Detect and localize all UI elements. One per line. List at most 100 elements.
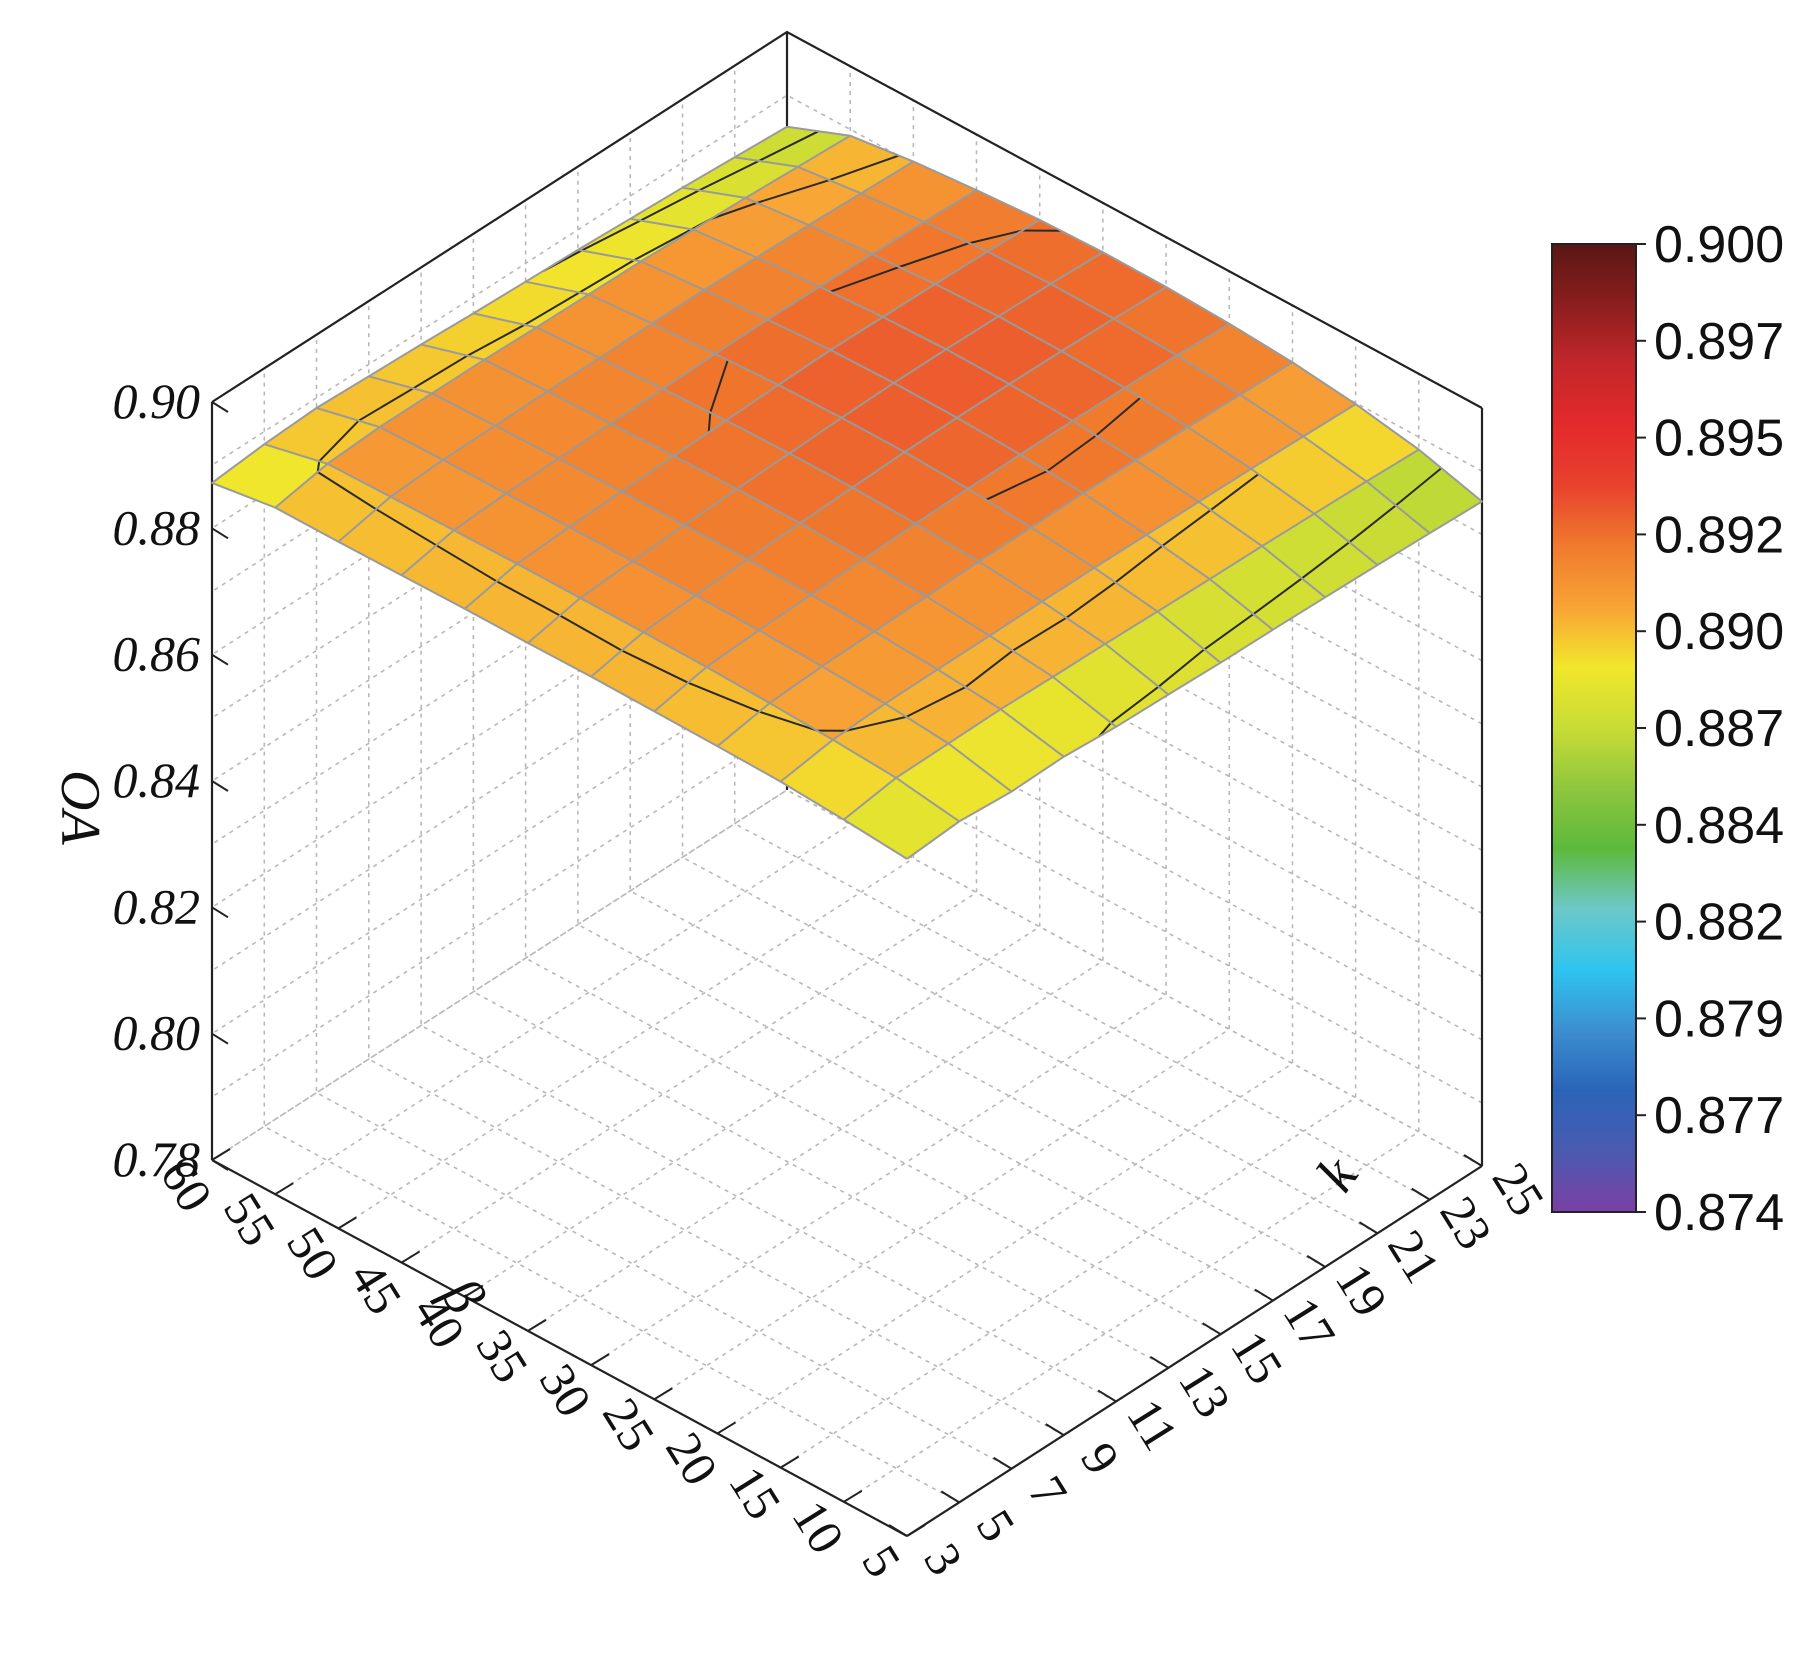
- surface-gridline: [527, 251, 1104, 644]
- y-tick-mark: [1306, 1255, 1326, 1268]
- back-gridline: [681, 99, 1378, 1235]
- contour-line: [1161, 509, 1212, 547]
- surface-gridline: [906, 500, 1483, 860]
- z-tick-mark: [211, 780, 229, 792]
- x-tick-mark: [527, 1319, 547, 1332]
- contour-line: [687, 681, 760, 713]
- axis-box-front-edges: [211, 1159, 1483, 1537]
- surface-gridline: [630, 217, 1326, 599]
- contour-line: [358, 387, 414, 422]
- colorbar-tick-label: 0.879: [1654, 990, 1784, 1048]
- surface-gridline: [464, 219, 1041, 610]
- back-gridline: [211, 473, 1483, 851]
- back-gridline: [263, 368, 960, 1504]
- y-tick-mark: [1097, 1389, 1117, 1403]
- z-tick-mark: [211, 1032, 229, 1045]
- x-axis-line: [211, 1159, 908, 1537]
- contour-line: [412, 354, 468, 390]
- box-edge: [211, 30, 1483, 409]
- x-tick-mark: [906, 1524, 926, 1537]
- colorbar-tick-label: 0.877: [1654, 1087, 1784, 1145]
- contour-line: [1157, 648, 1205, 688]
- surface-gridline: [779, 403, 1357, 783]
- x-tick-mark: [401, 1250, 421, 1264]
- contour-line: [898, 242, 970, 268]
- z-tick-label: 0.82: [113, 878, 201, 934]
- surface-gridline: [316, 407, 1013, 793]
- x-tick-mark: [780, 1455, 800, 1469]
- y-tick-mark: [940, 1490, 960, 1504]
- contour-line: [1110, 685, 1160, 724]
- back-gridline: [524, 200, 1221, 1335]
- contour-line: [985, 470, 1048, 501]
- z-tick-label: 0.86: [113, 626, 201, 682]
- surface-gridline: [400, 189, 978, 577]
- x-tick-mark: [211, 1148, 231, 1161]
- colorbar-tick-label: 0.892: [1654, 506, 1784, 564]
- surface-gridline: [590, 286, 1167, 678]
- colorbar-tick-label: 0.895: [1654, 410, 1784, 468]
- z-tick-label: 0.80: [113, 1005, 201, 1061]
- contour-line: [1395, 467, 1443, 507]
- contour-line: [758, 130, 820, 162]
- contour-line: [524, 291, 581, 326]
- colorbar-tick-label: 0.887: [1654, 700, 1784, 758]
- y-tick-mark: [1463, 1154, 1483, 1167]
- z-tick-mark: [211, 653, 229, 666]
- contour-line: [829, 154, 900, 182]
- contour-line: [698, 160, 760, 192]
- back-gridline: [211, 410, 1483, 788]
- contour-line: [559, 614, 623, 652]
- surface-gridline: [368, 375, 1065, 758]
- back-gridline: [315, 334, 1012, 1470]
- y-tick-label: 7: [1018, 1466, 1079, 1517]
- x-tick-mark: [274, 1182, 294, 1196]
- y-tick-mark: [1045, 1423, 1065, 1436]
- colorbar-tick-label: 0.890: [1654, 603, 1784, 661]
- contour-line: [621, 649, 689, 684]
- surface-gridline: [653, 322, 1230, 713]
- back-gridline: [577, 166, 1274, 1302]
- surface-wireframe: [211, 125, 1483, 860]
- surface-gridline: [274, 134, 851, 509]
- contour-line: [707, 412, 712, 433]
- back-gridline: [211, 536, 1483, 915]
- back-gridline: [420, 267, 1117, 1403]
- contour-line: [435, 544, 498, 583]
- colorbar-tick-label: 0.882: [1654, 894, 1784, 952]
- surface-gridline: [337, 160, 914, 543]
- contour-line: [318, 420, 360, 462]
- contour-line: [1252, 577, 1303, 615]
- contour-line: [578, 259, 635, 294]
- x-tick-mark: [590, 1353, 610, 1366]
- contour-line: [756, 179, 830, 204]
- contour-line: [317, 471, 377, 511]
- x-tick-label: 5: [851, 1536, 912, 1587]
- y-tick-label: 3: [913, 1534, 974, 1585]
- contour-line: [633, 228, 693, 261]
- surface-gridline: [420, 343, 1117, 728]
- contour-line: [639, 189, 700, 222]
- surface-gridline: [264, 443, 960, 823]
- contour-line: [969, 229, 1023, 245]
- surface-gridline: [786, 125, 1483, 503]
- back-gridline: [843, 373, 1420, 1503]
- x-tick-mark: [843, 1489, 863, 1503]
- back-gridline: [211, 662, 1483, 1041]
- z-tick-label: 0.90: [113, 373, 201, 429]
- contour-line: [845, 715, 907, 732]
- surface-gridline: [577, 248, 1274, 631]
- surface-gridline: [716, 361, 1294, 747]
- back-gridline: [733, 65, 1431, 1201]
- contour-line: [758, 710, 818, 732]
- contour-line: [1348, 504, 1397, 543]
- surface-gridline: [525, 280, 1222, 664]
- y-tick-mark: [1149, 1355, 1169, 1369]
- z-tick-label: 0.78: [113, 1131, 201, 1187]
- surface-gridline: [734, 156, 1431, 534]
- z-axis-label: OA: [49, 770, 111, 845]
- z-tick-label: 0.88: [113, 499, 201, 555]
- contour-line: [1046, 434, 1097, 472]
- x-tick-mark: [716, 1421, 736, 1435]
